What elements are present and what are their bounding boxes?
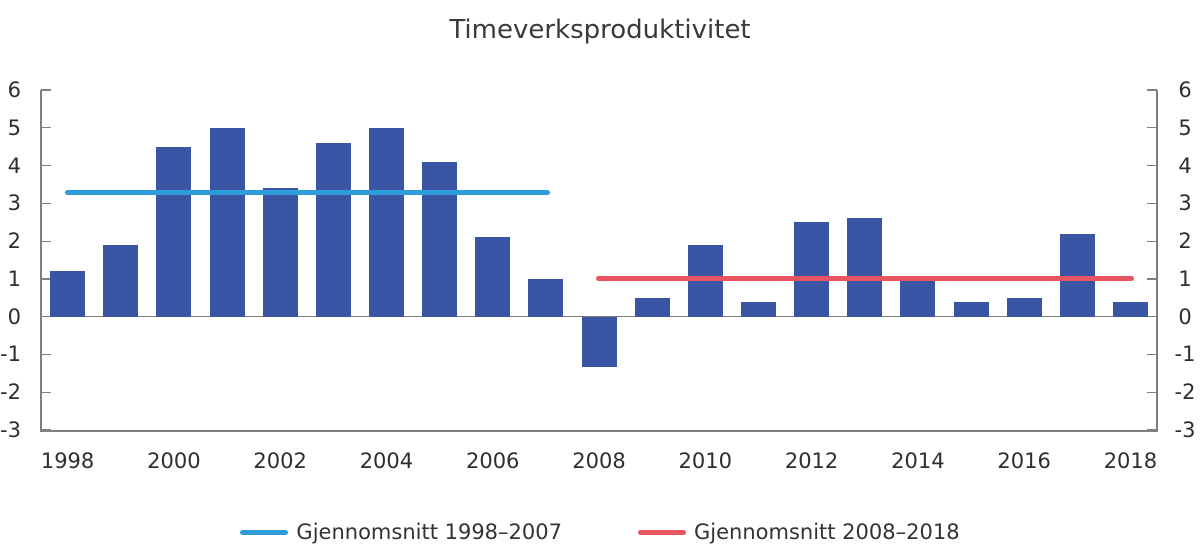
x-axis-line bbox=[40, 430, 1158, 432]
y-tick-label-right--3: -3 bbox=[1174, 418, 1196, 442]
y-tick-label-left-3: 3 bbox=[7, 191, 21, 216]
y-tick-label-left--2: -2 bbox=[0, 380, 21, 405]
x-tick-label-2016: 2016 bbox=[997, 449, 1051, 473]
bar-2014 bbox=[900, 278, 936, 317]
bar-2013 bbox=[847, 218, 883, 317]
y-tick-left-6 bbox=[41, 89, 51, 91]
y-tick-label-right-2: 2 bbox=[1178, 229, 1192, 254]
y-tick-right--2 bbox=[1147, 391, 1157, 393]
bar-2016 bbox=[1006, 297, 1042, 317]
legend-label-avg-1998-2007: Gjennomsnitt 1998–2007 bbox=[296, 520, 562, 544]
y-tick-label-left-1: 1 bbox=[7, 266, 21, 291]
bar-2003 bbox=[315, 142, 351, 317]
bar-2012 bbox=[794, 222, 830, 317]
bar-1999 bbox=[103, 244, 139, 317]
y-tick-right-0 bbox=[1147, 316, 1157, 318]
y-tick-label-right-3: 3 bbox=[1178, 191, 1192, 216]
x-tick-label-2008: 2008 bbox=[572, 449, 626, 473]
y-tick-label-right-1: 1 bbox=[1178, 266, 1192, 291]
y-tick-left-2 bbox=[41, 240, 51, 242]
y-tick-label-right--2: -2 bbox=[1174, 380, 1196, 405]
y-tick-right-2 bbox=[1147, 240, 1157, 242]
y-tick-left--1 bbox=[41, 353, 51, 356]
bar-2006 bbox=[475, 237, 511, 317]
bar-2007 bbox=[528, 278, 564, 317]
y-tick-left-1 bbox=[41, 278, 51, 280]
x-tick-label-2002: 2002 bbox=[253, 449, 307, 473]
y-tick-left-4 bbox=[41, 164, 51, 167]
x-tick-label-2018: 2018 bbox=[1103, 449, 1158, 473]
x-tick-label-2010: 2010 bbox=[678, 449, 733, 473]
y-tick-label-right-0: 0 bbox=[1178, 304, 1192, 329]
x-tick-label-1998: 1998 bbox=[40, 449, 95, 473]
y-tick-label-left-2: 2 bbox=[7, 229, 21, 254]
y-tick-right-5 bbox=[1147, 127, 1157, 129]
y-tick-right-6 bbox=[1147, 89, 1157, 91]
y-tick-label-right-6: 6 bbox=[1178, 78, 1192, 102]
legend-line-swatch-blue bbox=[240, 529, 289, 535]
bar-2008 bbox=[581, 317, 617, 367]
y-tick-label-left--1: -1 bbox=[0, 342, 21, 367]
y-tick-right--1 bbox=[1147, 353, 1157, 356]
legend: Gjennomsnitt 1998–2007 Gjennomsnitt 2008… bbox=[0, 514, 1200, 550]
y-tick-right-4 bbox=[1147, 164, 1157, 167]
y-tick-label-left-6: 6 bbox=[7, 78, 21, 102]
y-tick-right-3 bbox=[1147, 202, 1157, 205]
y-tick-label-right-5: 5 bbox=[1178, 115, 1192, 140]
chart-title: Timeverksproduktivitet bbox=[449, 15, 751, 45]
avg-line-1998-2007 bbox=[64, 190, 550, 196]
legend-label-avg-2008-2018: Gjennomsnitt 2008–2018 bbox=[694, 520, 960, 544]
x-tick-label-2000: 2000 bbox=[147, 449, 201, 473]
y-tick-label-left-4: 4 bbox=[7, 153, 21, 178]
y-tick-label-left-5: 5 bbox=[7, 115, 21, 140]
y-tick-right--3 bbox=[1147, 429, 1157, 431]
legend-item-avg-1998-2007: Gjennomsnitt 1998–2007 bbox=[240, 520, 562, 544]
y-tick-left--3 bbox=[41, 429, 51, 431]
y-tick-left--2 bbox=[41, 391, 51, 393]
y-tick-left-5 bbox=[41, 127, 51, 129]
bar-2000 bbox=[156, 146, 192, 317]
bar-2015 bbox=[953, 301, 989, 317]
bar-1998 bbox=[50, 271, 86, 317]
bar-2001 bbox=[209, 127, 245, 317]
y-tick-right-1 bbox=[1147, 278, 1157, 280]
y-tick-label-left-0: 0 bbox=[7, 304, 21, 329]
y-tick-left-3 bbox=[41, 202, 51, 205]
avg-line-2008-2018 bbox=[596, 276, 1135, 281]
bar-2017 bbox=[1059, 233, 1095, 317]
legend-item-avg-2008-2018: Gjennomsnitt 2008–2018 bbox=[638, 520, 960, 544]
bar-2011 bbox=[740, 301, 776, 317]
y-axis-line-left bbox=[40, 90, 42, 431]
x-tick-label-2006: 2006 bbox=[465, 449, 520, 473]
zero-line bbox=[41, 315, 1157, 318]
y-tick-label-right--1: -1 bbox=[1174, 342, 1196, 367]
y-tick-left-0 bbox=[41, 316, 51, 318]
legend-line-swatch-red bbox=[638, 529, 686, 535]
x-tick-label-2004: 2004 bbox=[359, 449, 414, 473]
bar-2018 bbox=[1112, 301, 1148, 317]
x-tick-label-2012: 2012 bbox=[784, 449, 839, 473]
bar-2004 bbox=[368, 127, 404, 317]
x-tick-label-2014: 2014 bbox=[891, 449, 945, 473]
bar-2002 bbox=[262, 188, 298, 317]
y-tick-label-left--3: -3 bbox=[0, 418, 21, 442]
bar-2005 bbox=[422, 161, 458, 317]
bar-2009 bbox=[634, 297, 670, 317]
y-axis-line-right bbox=[1156, 90, 1158, 431]
y-tick-label-right-4: 4 bbox=[1178, 153, 1192, 178]
